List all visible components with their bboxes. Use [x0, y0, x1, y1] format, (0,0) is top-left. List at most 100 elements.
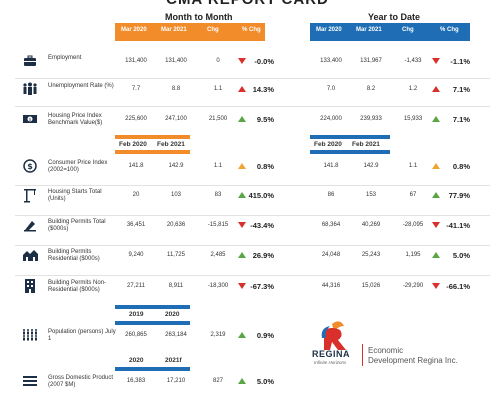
mtm-pct-change: 9.5% — [256, 115, 274, 124]
ytd-pct-change: 77.9% — [448, 191, 470, 200]
down-triangle-icon — [432, 58, 440, 64]
pop-year-header: 2019 2020 — [115, 307, 195, 321]
ytd-pct-change: -66.1% — [446, 282, 470, 291]
up-triangle-icon — [238, 86, 246, 92]
feb-mtm-col-1: Feb 2020 — [119, 141, 147, 148]
mtm-cell: 16,383 — [126, 378, 146, 384]
pop-year-topline — [115, 305, 190, 309]
mtm-cell: 36,451 — [126, 222, 146, 228]
mtm-cell: 9,240 — [128, 252, 144, 258]
mtm-pct-change: 0.8% — [256, 162, 274, 171]
mtm-cell: 142.9 — [168, 163, 184, 169]
houses-icon — [22, 247, 38, 263]
ytd-cell: 15,026 — [361, 283, 381, 289]
pop-year-2: 2020 — [165, 311, 180, 318]
row-label: Gross Domestic Product (2007 $M) — [48, 375, 114, 388]
svg-text:$: $ — [27, 162, 33, 171]
ytd-cell: 131,967 — [360, 58, 382, 64]
logo-divider — [362, 344, 363, 366]
ytd-cell: 133,400 — [320, 58, 342, 64]
mtm-cell: -15,815 — [207, 222, 229, 228]
mtm-cell: 141.8 — [128, 163, 144, 169]
mtm-header: Mar 2020 Mar 2021 Chg % Chg — [115, 23, 265, 37]
pop-year-underline — [115, 321, 190, 325]
ytd-cell: 142.9 — [363, 163, 379, 169]
gdp-year-1: 2020 — [129, 357, 144, 364]
ytd-pct-change: 7.1% — [452, 85, 470, 94]
ytd-header: Mar 2020 Mar 2021 Chg % Chg — [310, 23, 470, 37]
ytd-pct-change: -41.1% — [446, 221, 470, 230]
row-label: Building Permits Non-Residential ($000s) — [48, 280, 107, 293]
mtm-pct-change: -43.4% — [250, 221, 274, 230]
ytd-cell: 68,364 — [321, 222, 341, 228]
ytd-cell: 1,195 — [405, 252, 421, 258]
crane-icon — [22, 187, 38, 203]
mtm-cell: 263,184 — [165, 332, 187, 338]
divider — [15, 106, 490, 107]
up-triangle-icon — [432, 163, 440, 169]
ytd-cell: -29,290 — [402, 283, 424, 289]
ytd-cell: 15,933 — [403, 116, 423, 122]
feb-mtm-col-2: Feb 2021 — [157, 141, 185, 148]
gdp-icon — [22, 373, 38, 389]
ytd-cell: 25,243 — [361, 252, 381, 258]
mtm-underline — [115, 37, 265, 41]
ytd-cell: 153 — [365, 192, 376, 198]
regina-logo-block: REGINA Infinite Horizons Economic Develo… — [310, 320, 490, 370]
ytd-cell: 224,000 — [320, 116, 342, 122]
mtm-cell: 20,636 — [166, 222, 186, 228]
up-triangle-icon — [238, 116, 246, 122]
mtm-cell: 103 — [170, 192, 181, 198]
regina-wordmark: REGINA — [312, 349, 351, 359]
mtm-cell: 20 — [132, 192, 140, 198]
mtm-pct-change: 5.0% — [256, 377, 274, 386]
briefcase-icon — [22, 53, 38, 69]
up-triangle-icon — [238, 332, 246, 338]
mtm-pct-change: 415.0% — [248, 191, 274, 200]
gdp-year-2: 2021f — [165, 357, 182, 364]
ytd-cell: 67 — [409, 192, 417, 198]
row-label: Population (persons) July 1 — [48, 329, 116, 342]
ytd-col-1: Mar 2020 — [316, 27, 342, 33]
mtm-cell: 131,400 — [165, 58, 187, 64]
ytd-underline — [310, 37, 470, 41]
ytd-cell: 7.0 — [326, 86, 336, 92]
mtm-col-1: Mar 2020 — [121, 27, 147, 33]
ytd-cell: 44,316 — [321, 283, 341, 289]
mtm-cell: 7.7 — [131, 86, 141, 92]
mtm-cell: 827 — [212, 378, 223, 384]
population-icon — [22, 327, 38, 343]
mtm-cell: -18,300 — [207, 283, 229, 289]
dollar-coin-icon: $ — [22, 158, 38, 174]
ytd-cell: 1.1 — [408, 163, 418, 169]
ytd-cell: -28,095 — [402, 222, 424, 228]
mtm-cell: 225,600 — [125, 116, 147, 122]
svg-text:$: $ — [29, 117, 32, 122]
mtm-cell: 11,725 — [167, 252, 185, 258]
row-label: Housing Starts Total (Units) — [48, 189, 102, 202]
row-label: Consumer Price Index (2002=100) — [48, 160, 108, 173]
gdp-year-header: 2020 2021f — [115, 353, 195, 367]
up-triangle-icon — [238, 252, 246, 258]
down-triangle-icon — [238, 222, 246, 228]
ytd-cell: 24,048 — [321, 252, 341, 258]
mtm-cell: 131,400 — [125, 58, 147, 64]
feb-ytd-col-2: Feb 2021 — [352, 141, 380, 148]
ytd-cell: 141.8 — [323, 163, 339, 169]
row-label: Building Permits Residential ($000s) — [48, 249, 100, 262]
divider — [15, 185, 490, 186]
mtm-col-3: Chg — [207, 27, 219, 33]
regina-logo-icon — [321, 321, 346, 350]
mtm-cell: 0 — [216, 58, 220, 64]
mtm-cell: 21,500 — [208, 116, 228, 122]
up-triangle-icon — [238, 192, 246, 198]
mtm-cell: 2,319 — [210, 332, 226, 338]
ytd-cell: 1.2 — [408, 86, 418, 92]
feb-mtm-header: Feb 2020 Feb 2021 — [115, 137, 195, 151]
ytd-cell: 239,933 — [360, 116, 382, 122]
report-banner: CMA REPORT CARD — [0, 0, 495, 9]
mtm-pct-change: -67.3% — [250, 282, 274, 291]
up-triangle-icon — [432, 252, 440, 258]
divider — [15, 215, 490, 216]
up-triangle-icon — [432, 116, 440, 122]
